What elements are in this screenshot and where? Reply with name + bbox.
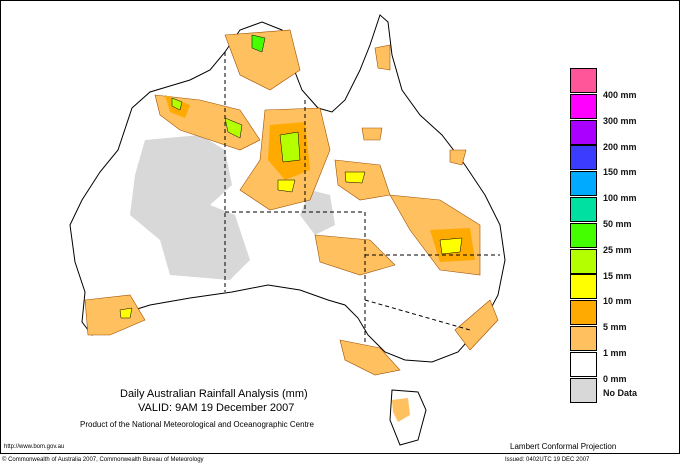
legend-swatch	[570, 68, 597, 93]
bom-url-link[interactable]: http://www.bom.gov.au	[4, 444, 65, 450]
legend-swatch	[570, 300, 597, 326]
legend-swatch	[570, 197, 597, 222]
legend-swatch	[570, 326, 597, 351]
valid-time: VALID: 9AM 19 December 2007	[138, 402, 295, 414]
legend-label: 100 mm	[603, 193, 637, 204]
legend-label: 0 mm	[603, 373, 627, 384]
legend-label: 150 mm	[603, 167, 637, 178]
legend-label: 25 mm	[603, 244, 632, 255]
legend-label: 400 mm	[603, 90, 637, 100]
legend-swatch	[570, 222, 597, 248]
legend-label: 300 mm	[603, 115, 637, 126]
legend-label: 15 mm	[603, 270, 632, 281]
legend-label: 200 mm	[603, 141, 637, 152]
legend-swatch	[570, 274, 597, 300]
legend-swatch	[570, 93, 597, 119]
legend-label: 50 mm	[603, 219, 632, 229]
legend-swatch	[570, 171, 597, 197]
legend-label: 10 mm	[603, 296, 632, 307]
legend-label: 1 mm	[603, 348, 627, 358]
legend-label: 5 mm	[603, 322, 627, 333]
legend-swatch	[570, 351, 597, 377]
copyright-text: © Commonwealth of Australia 2007, Common…	[2, 457, 204, 463]
issued-time: Issued: 0402UTC 19 DEC 2007	[505, 457, 590, 463]
tasmania-rain	[392, 398, 410, 422]
state-borders	[224, 52, 500, 345]
legend-swatch	[570, 145, 597, 171]
projection-label: Lambert Conformal Projection	[510, 442, 617, 451]
legend-swatch	[570, 248, 597, 274]
legend-label: No Data	[603, 387, 638, 398]
map-title: Daily Australian Rainfall Analysis (mm)	[120, 388, 308, 400]
no-data-region	[130, 135, 250, 280]
legend-swatch	[570, 119, 597, 145]
product-credit: Product of the National Meteorological a…	[80, 420, 314, 429]
legend-swatch	[570, 377, 597, 403]
